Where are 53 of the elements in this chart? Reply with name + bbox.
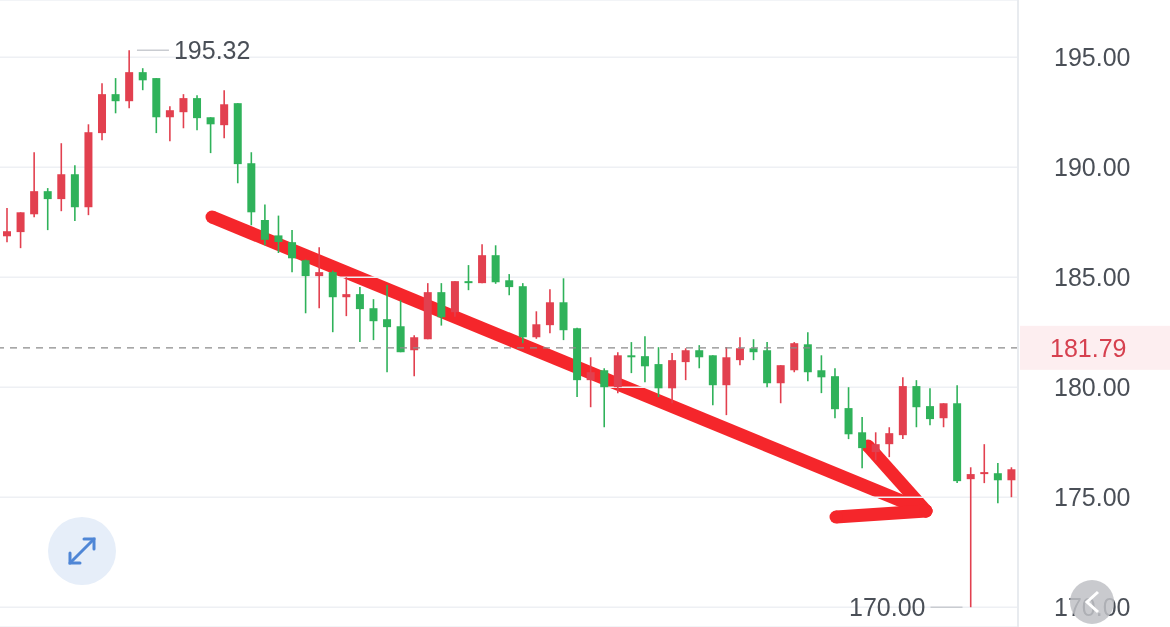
candlestick [464, 264, 473, 291]
candlestick [993, 462, 1002, 504]
candlestick [179, 93, 188, 130]
candlestick [410, 334, 419, 377]
ref-line-label: 181.79 [1050, 333, 1127, 362]
candlestick [695, 344, 704, 370]
candlestick [355, 286, 364, 343]
candlestick [681, 347, 690, 381]
candlestick [301, 258, 310, 315]
candlestick [925, 387, 934, 427]
candlestick [600, 367, 609, 429]
candlestick [545, 288, 554, 335]
y-tick-label: 185.00 [1054, 263, 1131, 292]
candlestick [342, 276, 351, 317]
candlestick [206, 116, 215, 154]
candlestick [3, 207, 11, 244]
candlestick [966, 466, 975, 608]
candlestick [315, 246, 324, 310]
candlestick [871, 431, 880, 462]
candlestick [220, 89, 229, 139]
candlestick [817, 354, 826, 394]
candlestick [627, 341, 636, 374]
candlestick [260, 203, 269, 247]
y-tick-label: 175.00 [1054, 483, 1131, 512]
candlestick [193, 94, 202, 132]
candlestick [505, 273, 514, 297]
candlestick [749, 338, 758, 361]
annotation: 195.32 [173, 36, 251, 65]
candlestick [858, 416, 867, 469]
candlestick [586, 356, 595, 409]
candlestick [885, 426, 894, 458]
candlestick [939, 402, 948, 429]
candlestick [980, 443, 989, 484]
candlestick [369, 298, 378, 341]
candlestick [383, 284, 392, 374]
candlestick [16, 211, 25, 249]
candlestick [43, 187, 52, 231]
candlestick [274, 214, 283, 254]
candlestick [1007, 466, 1016, 498]
y-tick-label: 195.00 [1054, 43, 1131, 72]
candlestick [640, 335, 649, 383]
candlestick [165, 105, 174, 143]
candlestick [30, 151, 39, 218]
y-tick-label: 190.00 [1054, 153, 1131, 182]
candlestick [532, 310, 541, 340]
candlestick [288, 229, 297, 273]
candlestick [776, 364, 785, 405]
annotation: 170.00 [849, 593, 926, 622]
candlestick [111, 77, 120, 115]
candlestick [912, 379, 921, 429]
candlestick [138, 67, 147, 91]
y-tick-label: 180.00 [1054, 373, 1131, 402]
candlestick [735, 336, 744, 366]
